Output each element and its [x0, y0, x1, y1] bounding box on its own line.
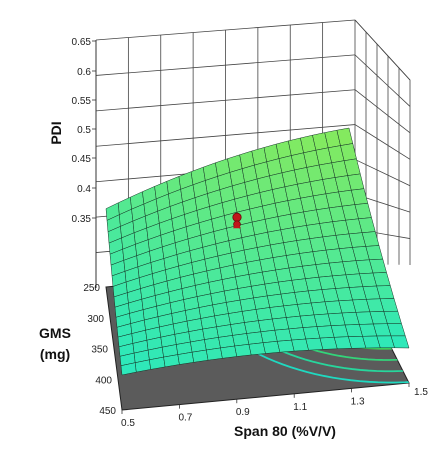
z-axis-title: PDI [48, 121, 64, 144]
surface-cell [244, 320, 262, 334]
back-wall-gridline [95, 19, 356, 41]
surface-cell [274, 328, 292, 342]
right-wall-gridline [354, 54, 411, 107]
surface-cell [220, 345, 238, 359]
y-tick-label: 250 [83, 283, 100, 294]
marker-point [232, 212, 242, 222]
back-wall-gridline [95, 89, 356, 112]
surface-cell [253, 295, 271, 310]
surface-cell [206, 347, 223, 361]
x-tick-label: 0.7 [178, 413, 192, 424]
tick-labels: 0.35 0.4 0.45 0.5 0.55 0.6 0.65 0.5 0.7 0.9 1.1 1.3… [72, 37, 429, 429]
x-tick-label: 0.5 [121, 418, 135, 429]
z-tick-label: 0.65 [72, 37, 92, 48]
surface-cell [237, 286, 254, 301]
surface-cell [251, 283, 268, 299]
right-wall-gridline [354, 124, 411, 160]
y-tick-label: 450 [99, 406, 116, 417]
y-axis-title-line1: GMS [39, 325, 71, 341]
right-wall-gridline [354, 19, 411, 81]
x-tick-label: 1.3 [351, 396, 365, 407]
surface-cell [248, 342, 266, 356]
surface-cell [271, 317, 290, 331]
x-tick-label: 1.5 [414, 387, 428, 398]
surface-cell [262, 341, 281, 354]
surface-cell [255, 307, 273, 321]
surface-cell [234, 344, 252, 357]
z-tick-label: 0.35 [72, 214, 92, 225]
surface-cell [230, 322, 247, 336]
surface-cell [241, 309, 259, 323]
design-point-marker [232, 212, 242, 229]
surface-cell [264, 281, 282, 297]
surface-cell [232, 333, 250, 347]
surface-cell [248, 271, 266, 287]
x-axis-title: Span 80 (%V/V) [234, 423, 336, 439]
response-surface [105, 127, 410, 376]
surface-cell [246, 331, 264, 345]
z-tick-label: 0.55 [72, 96, 92, 107]
y-tick-label: 350 [91, 345, 108, 356]
surface-cell [390, 335, 410, 349]
surface-cell [216, 324, 233, 338]
surface-cell [276, 339, 295, 353]
surface-cell [239, 297, 257, 312]
right-wall-gridline [354, 89, 411, 134]
back-wall-gridline [95, 54, 356, 76]
back-wall-gridline [95, 124, 356, 147]
y-tick-label: 400 [95, 375, 112, 386]
surface-cell [218, 335, 235, 349]
x-tick-label: 1.1 [293, 402, 307, 413]
z-tick-label: 0.45 [72, 154, 92, 165]
x-tick-label: 0.9 [236, 407, 250, 418]
z-tick-label: 0.5 [77, 125, 91, 136]
surface-cell [260, 329, 278, 343]
y-tick-label: 300 [87, 314, 104, 325]
surface-cell [177, 351, 195, 365]
z-tick-label: 0.6 [77, 67, 91, 78]
surface-cell [191, 349, 209, 363]
surface-cell [246, 259, 263, 275]
z-tick-label: 0.4 [77, 184, 91, 195]
right-wall-gridline [354, 159, 411, 187]
marker-base [233, 221, 241, 229]
surface-cell [163, 354, 180, 368]
y-axis-title-line2: (mg) [40, 346, 70, 362]
surface-cell [258, 318, 276, 333]
